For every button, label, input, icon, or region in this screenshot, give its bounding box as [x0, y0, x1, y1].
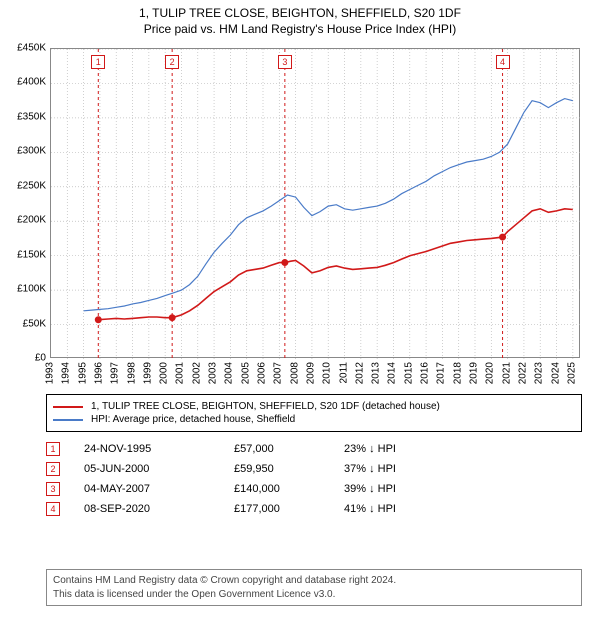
y-tick-label: £50K [2, 318, 46, 329]
x-tick-label: 2004 [224, 362, 235, 384]
legend-item-hpi: HPI: Average price, detached house, Shef… [53, 414, 575, 425]
sale-hpi-delta: 41% ↓ HPI [344, 503, 464, 515]
sale-marker-chart: 3 [278, 55, 292, 69]
x-tick-label: 2024 [550, 362, 561, 384]
sale-marker-4: 4 [46, 502, 60, 516]
sale-point [499, 234, 506, 241]
sale-date: 04-MAY-2007 [84, 483, 234, 495]
x-tick-label: 2019 [469, 362, 480, 384]
sale-row: 1 24-NOV-1995 £57,000 23% ↓ HPI [46, 442, 464, 456]
x-tick-label: 1997 [110, 362, 121, 384]
x-tick-label: 2018 [452, 362, 463, 384]
x-tick-label: 2005 [240, 362, 251, 384]
y-tick-label: £450K [2, 43, 46, 54]
chart-title: 1, TULIP TREE CLOSE, BEIGHTON, SHEFFIELD… [0, 0, 600, 20]
legend-swatch [53, 419, 83, 421]
x-tick-label: 1994 [61, 362, 72, 384]
sale-date: 24-NOV-1995 [84, 443, 234, 455]
x-tick-label: 1995 [77, 362, 88, 384]
x-tick-label: 2002 [191, 362, 202, 384]
chart-container: 1, TULIP TREE CLOSE, BEIGHTON, SHEFFIELD… [0, 0, 600, 620]
y-tick-label: £400K [2, 77, 46, 88]
sale-marker-chart: 4 [496, 55, 510, 69]
sale-price: £57,000 [234, 443, 344, 455]
x-tick-label: 1993 [45, 362, 56, 384]
x-tick-label: 2009 [305, 362, 316, 384]
sale-marker-1: 1 [46, 442, 60, 456]
legend: 1, TULIP TREE CLOSE, BEIGHTON, SHEFFIELD… [46, 394, 582, 432]
footer-line-2: This data is licensed under the Open Gov… [53, 588, 575, 602]
x-tick-label: 2012 [354, 362, 365, 384]
plot-svg [51, 49, 581, 359]
x-tick-label: 2022 [517, 362, 528, 384]
y-tick-label: £100K [2, 284, 46, 295]
attribution-footer: Contains HM Land Registry data © Crown c… [46, 569, 582, 606]
y-tick-label: £0 [2, 353, 46, 364]
legend-label: 1, TULIP TREE CLOSE, BEIGHTON, SHEFFIELD… [91, 401, 440, 412]
y-tick-label: £200K [2, 215, 46, 226]
legend-item-price-paid: 1, TULIP TREE CLOSE, BEIGHTON, SHEFFIELD… [53, 401, 575, 412]
sale-price: £177,000 [234, 503, 344, 515]
x-tick-label: 2016 [420, 362, 431, 384]
y-tick-label: £150K [2, 249, 46, 260]
sale-hpi-delta: 23% ↓ HPI [344, 443, 464, 455]
x-tick-label: 1998 [126, 362, 137, 384]
sale-date: 05-JUN-2000 [84, 463, 234, 475]
x-tick-label: 2010 [322, 362, 333, 384]
x-tick-label: 2007 [273, 362, 284, 384]
sale-marker-2: 2 [46, 462, 60, 476]
sale-row: 4 08-SEP-2020 £177,000 41% ↓ HPI [46, 502, 464, 516]
legend-swatch [53, 406, 83, 408]
x-tick-label: 2013 [371, 362, 382, 384]
sales-table: 1 24-NOV-1995 £57,000 23% ↓ HPI 2 05-JUN… [46, 436, 464, 522]
x-tick-label: 2014 [387, 362, 398, 384]
y-tick-label: £300K [2, 146, 46, 157]
y-tick-label: £250K [2, 180, 46, 191]
x-tick-label: 2001 [175, 362, 186, 384]
x-tick-label: 1999 [142, 362, 153, 384]
plot-area: 1 2 3 4 [50, 48, 580, 358]
sale-point [95, 316, 102, 323]
x-tick-label: 2017 [436, 362, 447, 384]
sale-price: £140,000 [234, 483, 344, 495]
x-tick-label: 2003 [208, 362, 219, 384]
x-tick-label: 1996 [93, 362, 104, 384]
x-tick-label: 2025 [566, 362, 577, 384]
x-tick-label: 2021 [501, 362, 512, 384]
sale-marker-chart: 1 [91, 55, 105, 69]
x-tick-label: 2023 [534, 362, 545, 384]
x-tick-label: 2011 [338, 362, 349, 384]
sale-point [169, 314, 176, 321]
sale-marker-3: 3 [46, 482, 60, 496]
x-tick-label: 2015 [403, 362, 414, 384]
x-tick-label: 2000 [159, 362, 170, 384]
x-tick-label: 2006 [257, 362, 268, 384]
legend-label: HPI: Average price, detached house, Shef… [91, 414, 295, 425]
x-tick-label: 2020 [485, 362, 496, 384]
sale-marker-chart: 2 [165, 55, 179, 69]
series-price_paid [98, 209, 573, 320]
sale-row: 2 05-JUN-2000 £59,950 37% ↓ HPI [46, 462, 464, 476]
sale-row: 3 04-MAY-2007 £140,000 39% ↓ HPI [46, 482, 464, 496]
footer-line-1: Contains HM Land Registry data © Crown c… [53, 574, 575, 588]
sale-hpi-delta: 39% ↓ HPI [344, 483, 464, 495]
sale-price: £59,950 [234, 463, 344, 475]
x-tick-label: 2008 [289, 362, 300, 384]
sale-point [281, 259, 288, 266]
chart-subtitle: Price paid vs. HM Land Registry's House … [0, 20, 600, 40]
sale-hpi-delta: 37% ↓ HPI [344, 463, 464, 475]
sale-date: 08-SEP-2020 [84, 503, 234, 515]
y-tick-label: £350K [2, 111, 46, 122]
